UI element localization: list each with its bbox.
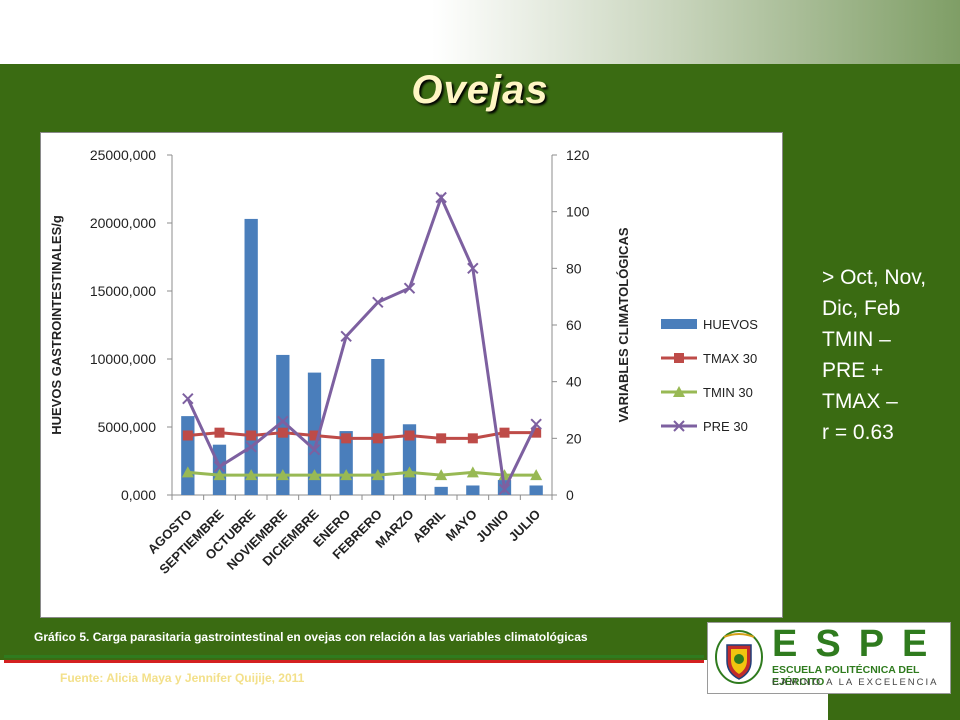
note-line: TMAX – [822, 390, 898, 413]
line-pre-30 [186, 193, 538, 495]
y-tick-label-right: 0 [566, 487, 574, 503]
legend-marker-tmin-30 [673, 386, 685, 397]
y-tick-label-right: 80 [566, 260, 582, 276]
point-tmin-30 [403, 466, 416, 478]
point-pre-30 [435, 191, 447, 204]
point-pre-30 [403, 282, 416, 294]
line-tmax-30 [187, 431, 537, 440]
y-axis-title-right: VARIABLES CLIMATOLÓGICAS [616, 227, 631, 422]
y-tick-label-left: 10000,000 [90, 351, 156, 367]
y-tick-label-right: 20 [566, 430, 582, 446]
point-tmin-30 [371, 469, 384, 481]
point-tmin-30 [245, 469, 258, 481]
point-tmax-30 [372, 433, 383, 444]
bar-huevos [466, 485, 480, 495]
point-tmax-30 [341, 433, 352, 444]
y-tick-label-left: 25000,000 [90, 147, 156, 163]
bar-huevos [371, 359, 385, 495]
point-tmin-30 [530, 469, 543, 481]
note-line: > Oct, Nov, [822, 266, 927, 289]
point-pre-30 [245, 441, 257, 453]
note-line: Dic, Feb [822, 297, 901, 320]
y-tick-label-right: 60 [566, 317, 582, 333]
point-pre-30 [213, 460, 226, 473]
logo-letters: ESPE [772, 623, 946, 665]
point-tmax-30 [404, 430, 415, 441]
y-tick-label-right: 100 [566, 204, 590, 220]
point-tmax-30 [436, 433, 447, 444]
slide-notes: > Oct, Nov, Dic, Feb TMIN – PRE + TMAX –… [822, 262, 957, 448]
legend-marker-pre-30 [673, 420, 685, 432]
y-tick-label-left: 0,000 [121, 487, 156, 503]
y-tick-label-right: 120 [566, 147, 590, 163]
bar-huevos [434, 486, 448, 495]
divider-red [4, 660, 704, 663]
x-tick-label: JULIO [506, 507, 544, 545]
point-tmax-30 [182, 430, 193, 441]
legend-label-tmax-30: TMAX 30 [703, 351, 757, 366]
y-tick-label-left: 5000,000 [98, 419, 157, 435]
bar-huevos [276, 354, 290, 495]
header-band [0, 0, 960, 64]
point-tmin-30 [466, 466, 479, 478]
chart: 0,000 5000,000 10000,000 15000,000 20000,000… [49, 147, 758, 577]
point-pre-30 [530, 418, 542, 430]
logo-motto: CAMINO A LA EXCELENCIA [772, 677, 939, 688]
crest-icon [715, 630, 763, 684]
point-tmax-30 [246, 430, 257, 441]
point-pre-30 [498, 483, 511, 496]
y-tick-label-left: 20000,000 [90, 215, 156, 231]
y-axis-title-left: HUEVOS GASTROINTESTINALES/g [49, 215, 64, 435]
footer-band [0, 660, 828, 720]
legend-label-pre-30: PRE 30 [703, 419, 748, 434]
point-tmin-30 [435, 469, 448, 481]
legend-swatch-huevos [661, 319, 697, 329]
point-tmax-30 [277, 427, 288, 438]
point-tmax-30 [214, 427, 225, 438]
point-tmin-30 [276, 469, 289, 481]
point-tmin-30 [213, 469, 226, 481]
bar-huevos [244, 218, 258, 496]
legend-label-tmin-30: TMIN 30 [703, 385, 753, 400]
y-tick-label-right: 40 [566, 374, 582, 390]
line-tmin-30 [187, 470, 537, 477]
bar-huevos [529, 485, 543, 495]
point-pre-30 [308, 443, 321, 456]
point-tmin-30 [308, 469, 321, 481]
point-tmax-30 [309, 430, 320, 441]
source-note: Fuente: Alicia Maya y Jennifer Quijije, … [60, 671, 305, 685]
point-tmax-30 [467, 433, 478, 444]
y-tick-label-left: 15000,000 [90, 283, 156, 299]
point-tmin-30 [340, 469, 353, 481]
chart-caption: Gráfico 5. Carga parasitaria gastrointes… [34, 630, 588, 644]
legend-marker-tmax-30 [674, 353, 684, 363]
note-line: PRE + [822, 359, 884, 382]
slide-title: Ovejas [411, 68, 549, 112]
x-tick-label: JUNIO [473, 507, 512, 546]
legend-label-huevos: HUEVOS [703, 317, 758, 332]
chart-frame: 0,000 5000,000 10000,000 15000,000 20000,000… [40, 132, 783, 618]
point-pre-30 [340, 330, 352, 343]
divider-green [4, 655, 704, 658]
point-pre-30 [182, 392, 194, 405]
point-tmin-30 [181, 466, 194, 478]
note-line: TMIN – [822, 328, 891, 351]
note-line: r = 0.63 [822, 421, 894, 444]
point-tmax-30 [531, 427, 542, 438]
espe-logo: ESPE ESCUELA POLITÉCNICA DEL EJÉRCITO CA… [707, 622, 951, 694]
logo-name: ESCUELA POLITÉCNICA DEL EJÉRCITO [772, 664, 920, 688]
point-tmax-30 [499, 427, 510, 438]
x-tick-label: ABRIL [410, 506, 449, 545]
bar-huevos [181, 416, 195, 495]
point-pre-30 [372, 296, 384, 309]
point-pre-30 [467, 262, 479, 275]
x-tick-label: MAYO [443, 507, 480, 544]
point-pre-30 [277, 415, 289, 428]
